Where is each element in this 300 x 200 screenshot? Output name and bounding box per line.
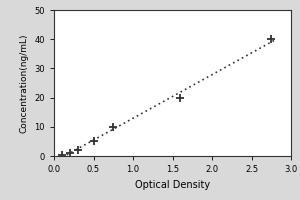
Y-axis label: Concentration(ng/mL): Concentration(ng/mL) (20, 33, 29, 133)
X-axis label: Optical Density: Optical Density (135, 180, 210, 190)
